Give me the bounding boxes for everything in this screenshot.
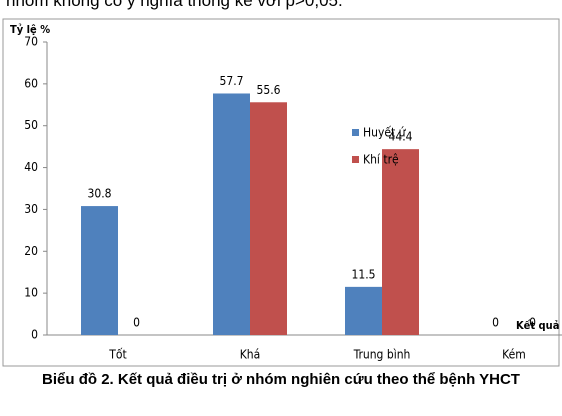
- value-label: 0: [133, 316, 140, 330]
- legend-swatch: [352, 129, 359, 136]
- y-tick-label: 60: [24, 76, 38, 90]
- bar: [250, 102, 287, 335]
- legend-swatch: [352, 156, 359, 163]
- legend-label: Khí trệ: [363, 153, 399, 167]
- top-text: nhóm không có ý nghĩa thống kê với p>0,0…: [6, 0, 343, 10]
- x-tick-label: Tốt: [108, 348, 126, 362]
- y-tick-label: 0: [31, 328, 38, 342]
- value-label: 11.5: [351, 267, 375, 281]
- value-label: 30.8: [87, 187, 111, 201]
- x-tick-label: Kém: [502, 348, 526, 362]
- value-label: 55.6: [256, 83, 280, 97]
- x-tick-label: Trung bình: [353, 348, 411, 362]
- legend-label: Huyết ứ: [363, 126, 407, 140]
- value-label: 0: [529, 316, 536, 330]
- x-tick-label: Khá: [240, 348, 261, 362]
- x-axis-label: Kết quả: [516, 319, 559, 332]
- y-tick-label: 30: [24, 202, 38, 216]
- bar: [345, 286, 382, 335]
- value-label: 0: [492, 316, 499, 330]
- chart-frame: [2, 18, 560, 367]
- y-tick-label: 40: [24, 160, 38, 174]
- bar: [81, 206, 118, 335]
- y-axis-label: Tỷ lệ %: [10, 23, 50, 36]
- y-tick-label: 10: [24, 286, 38, 300]
- y-tick-label: 70: [24, 35, 38, 49]
- y-tick-label: 50: [24, 118, 38, 132]
- value-label: 57.7: [219, 74, 243, 88]
- bar: [382, 149, 419, 335]
- value-label: 44.4: [388, 130, 412, 144]
- caption: Biểu đồ 2. Kết quả điều trị ở nhóm nghiê…: [42, 371, 520, 388]
- y-tick-label: 20: [24, 244, 38, 258]
- bar: [213, 93, 250, 335]
